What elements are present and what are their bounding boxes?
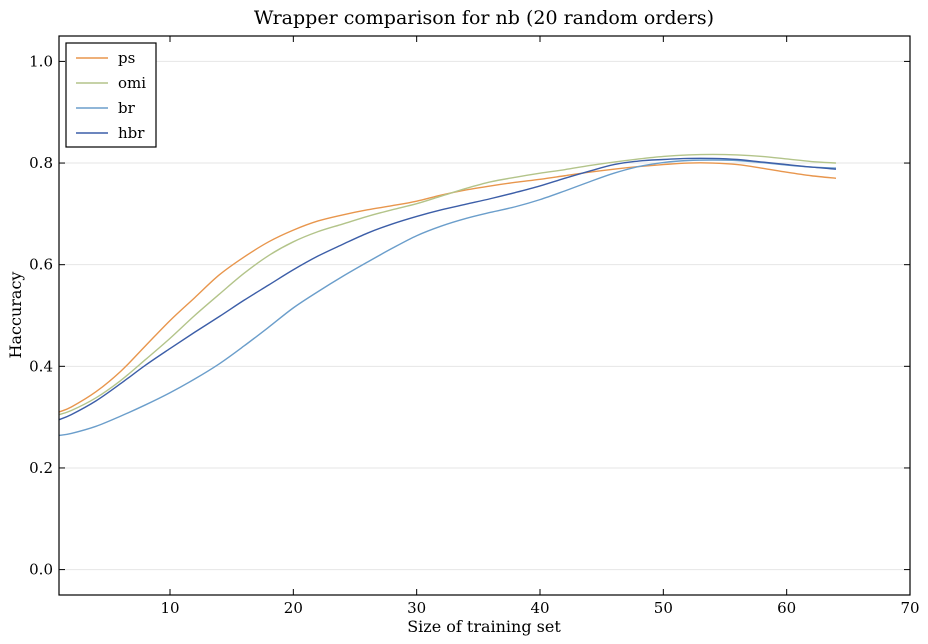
x-tick-label: 40 [530, 599, 549, 617]
grid-lines [59, 60, 910, 571]
legend-label-br: br [118, 99, 136, 117]
y-tick-label: 0.8 [29, 154, 53, 172]
x-tick-label: 30 [407, 599, 426, 617]
legend: ps omi br hbr [65, 42, 157, 148]
series-group [58, 153, 837, 437]
legend-label-hbr: hbr [118, 124, 145, 142]
plot-frame [58, 35, 911, 596]
x-tick-label: 70 [900, 599, 919, 617]
series-line-hbr [58, 157, 837, 421]
y-tick-label: 0.6 [29, 256, 53, 274]
x-tick-label: 10 [160, 599, 179, 617]
x-tick-label: 20 [284, 599, 303, 617]
legend-box [65, 42, 157, 148]
y-tick-label: 0.2 [29, 459, 53, 477]
y-tick-label: 0.4 [29, 357, 53, 375]
y-axis-label: Haccuracy [6, 272, 25, 359]
x-tick-label: 60 [777, 599, 796, 617]
series-line-br [58, 159, 837, 437]
legend-label-omi: omi [118, 74, 146, 92]
legend-label-ps: ps [118, 49, 135, 67]
x-axis-label: Size of training set [407, 617, 561, 636]
x-tick-label: 50 [654, 599, 673, 617]
y-tick-label: 0.0 [29, 561, 53, 579]
series-line-omi [58, 153, 837, 416]
axis-ticks: 0.0 0.2 0.4 0.6 0.8 1.0 10 20 30 40 50 60 70 [29, 36, 920, 617]
y-tick-label: 1.0 [29, 52, 53, 70]
series-line-ps [58, 162, 837, 413]
chart-title: Wrapper comparison for nb (20 random ord… [254, 7, 714, 29]
